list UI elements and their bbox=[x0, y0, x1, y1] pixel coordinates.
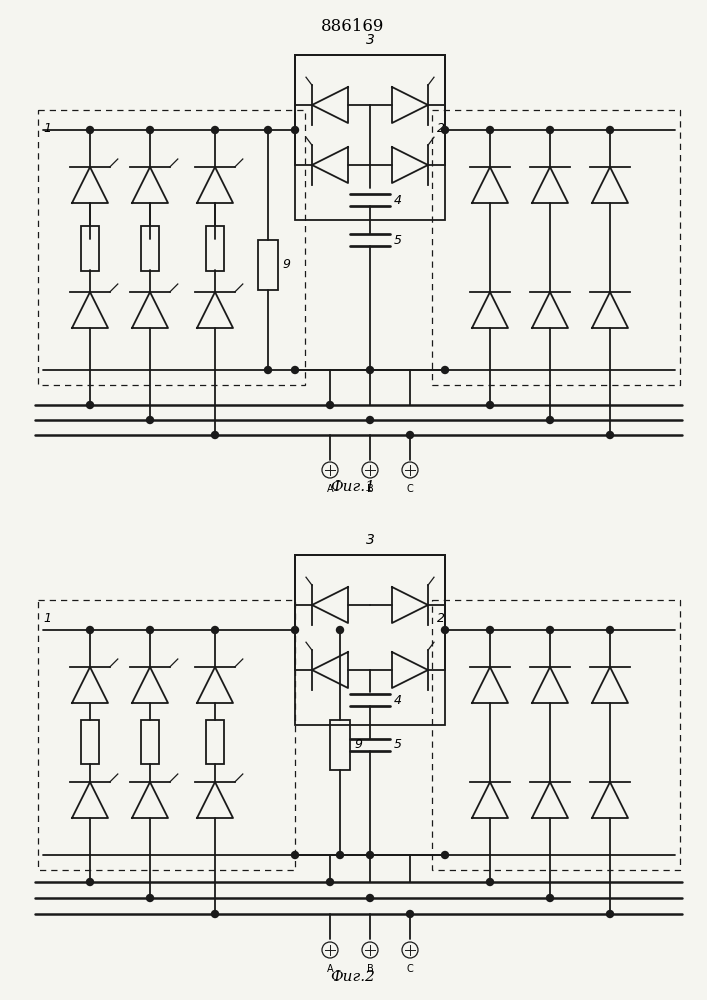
Circle shape bbox=[211, 126, 218, 133]
Circle shape bbox=[486, 626, 493, 634]
Circle shape bbox=[607, 626, 614, 634]
Text: 9: 9 bbox=[282, 258, 290, 271]
Circle shape bbox=[441, 852, 448, 858]
Text: 1: 1 bbox=[43, 122, 51, 135]
Circle shape bbox=[366, 852, 373, 858]
Circle shape bbox=[327, 879, 334, 886]
Circle shape bbox=[441, 366, 448, 373]
Circle shape bbox=[441, 626, 448, 634]
Text: 5: 5 bbox=[394, 233, 402, 246]
Text: A: A bbox=[327, 964, 333, 974]
Circle shape bbox=[441, 126, 448, 133]
Circle shape bbox=[327, 401, 334, 408]
Circle shape bbox=[86, 879, 93, 886]
Bar bbox=[206, 226, 224, 271]
Text: 4: 4 bbox=[394, 194, 402, 207]
Circle shape bbox=[547, 894, 554, 902]
Circle shape bbox=[146, 626, 153, 634]
Text: 3: 3 bbox=[366, 33, 375, 47]
Bar bbox=[38, 600, 295, 870]
Text: 3: 3 bbox=[366, 533, 375, 547]
Circle shape bbox=[366, 894, 373, 902]
Circle shape bbox=[291, 626, 298, 634]
Circle shape bbox=[291, 366, 298, 373]
Text: C: C bbox=[407, 964, 414, 974]
Circle shape bbox=[407, 910, 414, 918]
Circle shape bbox=[211, 432, 218, 438]
Bar bbox=[81, 226, 99, 271]
Text: 9: 9 bbox=[354, 738, 362, 752]
Circle shape bbox=[146, 416, 153, 424]
Circle shape bbox=[407, 432, 414, 438]
Circle shape bbox=[291, 852, 298, 858]
Text: 1: 1 bbox=[43, 612, 51, 625]
Circle shape bbox=[607, 126, 614, 133]
Circle shape bbox=[211, 910, 218, 918]
Circle shape bbox=[86, 401, 93, 408]
Circle shape bbox=[547, 126, 554, 133]
Circle shape bbox=[486, 879, 493, 886]
Circle shape bbox=[547, 626, 554, 634]
Circle shape bbox=[146, 894, 153, 902]
Circle shape bbox=[337, 852, 344, 858]
Text: 886169: 886169 bbox=[321, 18, 385, 35]
Circle shape bbox=[211, 626, 218, 634]
Circle shape bbox=[486, 126, 493, 133]
Circle shape bbox=[607, 910, 614, 918]
Bar bbox=[141, 720, 159, 764]
Circle shape bbox=[607, 432, 614, 438]
Bar bbox=[38, 110, 305, 385]
Text: A: A bbox=[327, 484, 333, 494]
Circle shape bbox=[366, 366, 373, 373]
Bar bbox=[206, 720, 224, 764]
Circle shape bbox=[547, 416, 554, 424]
Bar bbox=[258, 240, 278, 290]
Circle shape bbox=[264, 126, 271, 133]
Bar bbox=[432, 110, 680, 385]
Bar bbox=[295, 555, 445, 725]
Text: 2: 2 bbox=[437, 612, 445, 625]
Text: C: C bbox=[407, 484, 414, 494]
Circle shape bbox=[291, 126, 298, 133]
Bar bbox=[81, 720, 99, 764]
Text: 5: 5 bbox=[394, 738, 402, 752]
Bar bbox=[295, 55, 445, 220]
Text: B: B bbox=[367, 484, 373, 494]
Bar bbox=[141, 226, 159, 271]
Circle shape bbox=[86, 626, 93, 634]
Circle shape bbox=[264, 366, 271, 373]
Text: 2: 2 bbox=[437, 122, 445, 135]
Circle shape bbox=[366, 416, 373, 424]
Circle shape bbox=[146, 126, 153, 133]
Bar bbox=[432, 600, 680, 870]
Text: Фиг.1: Фиг.1 bbox=[331, 480, 375, 494]
Text: Фиг.2: Фиг.2 bbox=[331, 970, 375, 984]
Circle shape bbox=[337, 626, 344, 634]
Bar bbox=[330, 720, 350, 770]
Text: B: B bbox=[367, 964, 373, 974]
Circle shape bbox=[86, 126, 93, 133]
Text: 4: 4 bbox=[394, 694, 402, 706]
Circle shape bbox=[486, 401, 493, 408]
